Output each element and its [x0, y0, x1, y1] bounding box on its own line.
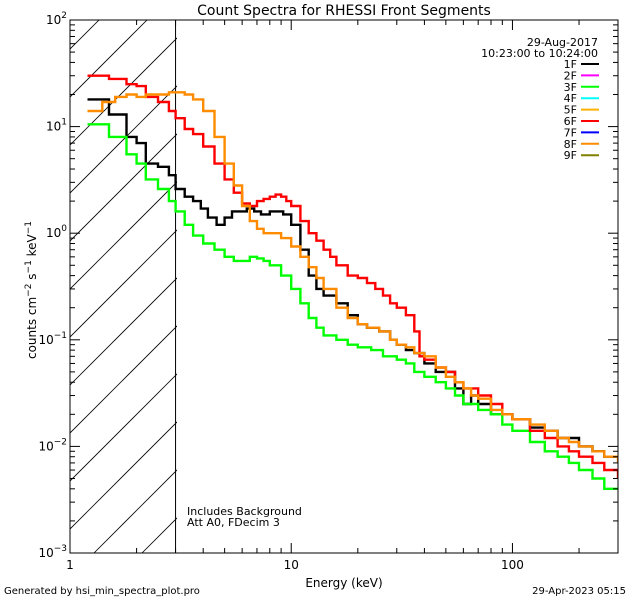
- y-tick-label: 10−1: [38, 331, 67, 347]
- date-label: 29-Aug-2017: [527, 36, 598, 49]
- series-line-8f: [87, 91, 618, 463]
- plot-frame: [69, 19, 619, 554]
- y-axis-label: counts cm−2 s−1 keV−1: [24, 221, 39, 359]
- hatch-line-7: [70, 181, 177, 290]
- annotation-attenuator: Att A0, FDecim 3: [187, 516, 280, 529]
- legend-label-2f: 2F: [564, 69, 577, 82]
- legend-label-5f: 5F: [564, 104, 577, 117]
- hatch-line-3: [70, 20, 148, 98]
- legend-label-3f: 3F: [564, 81, 577, 94]
- legend-label-9f: 9F: [564, 149, 577, 162]
- x-tick-label-100: 100: [501, 558, 524, 572]
- hatch-line-12: [70, 421, 177, 530]
- series-line-3f: [87, 123, 618, 490]
- y-tick-label: 10−3: [38, 544, 67, 560]
- y-tick-label: 101: [46, 118, 67, 134]
- x-tick-label-1: 1: [66, 558, 74, 572]
- chart-title: Count Spectra for RHESSI Front Segments: [197, 3, 491, 19]
- series-layer: [87, 74, 618, 490]
- annotation-background: Includes Background: [187, 505, 302, 518]
- hatch-line-11: [70, 373, 177, 482]
- y-tick-label: 102: [46, 11, 67, 27]
- legend-label-4f: 4F: [564, 92, 577, 105]
- x-tick-label-10: 10: [284, 558, 299, 572]
- legend-label-7f: 7F: [564, 126, 577, 139]
- hatched-region: [70, 20, 177, 553]
- hatch-line-8: [70, 229, 177, 338]
- legend-label-8f: 8F: [564, 138, 577, 151]
- y-tick-label: 100: [46, 224, 67, 240]
- footer-generated-by: Generated by hsi_min_spectra_plot.pro: [4, 586, 200, 597]
- x-axis-label: Energy (keV): [305, 576, 382, 590]
- y-tick-label: 10−2: [38, 437, 67, 453]
- hatch-line-4: [70, 37, 177, 146]
- time-range-label: 10:23:00 to 10:24:00: [481, 47, 598, 60]
- axes: 1 10 100 10−3 10−2 10−1 100 101 102: [38, 11, 618, 572]
- legend-label-1f: 1F: [564, 58, 577, 71]
- legend-label-6f: 6F: [564, 115, 577, 128]
- footer-timestamp: 29-Apr-2023 05:15: [532, 586, 626, 597]
